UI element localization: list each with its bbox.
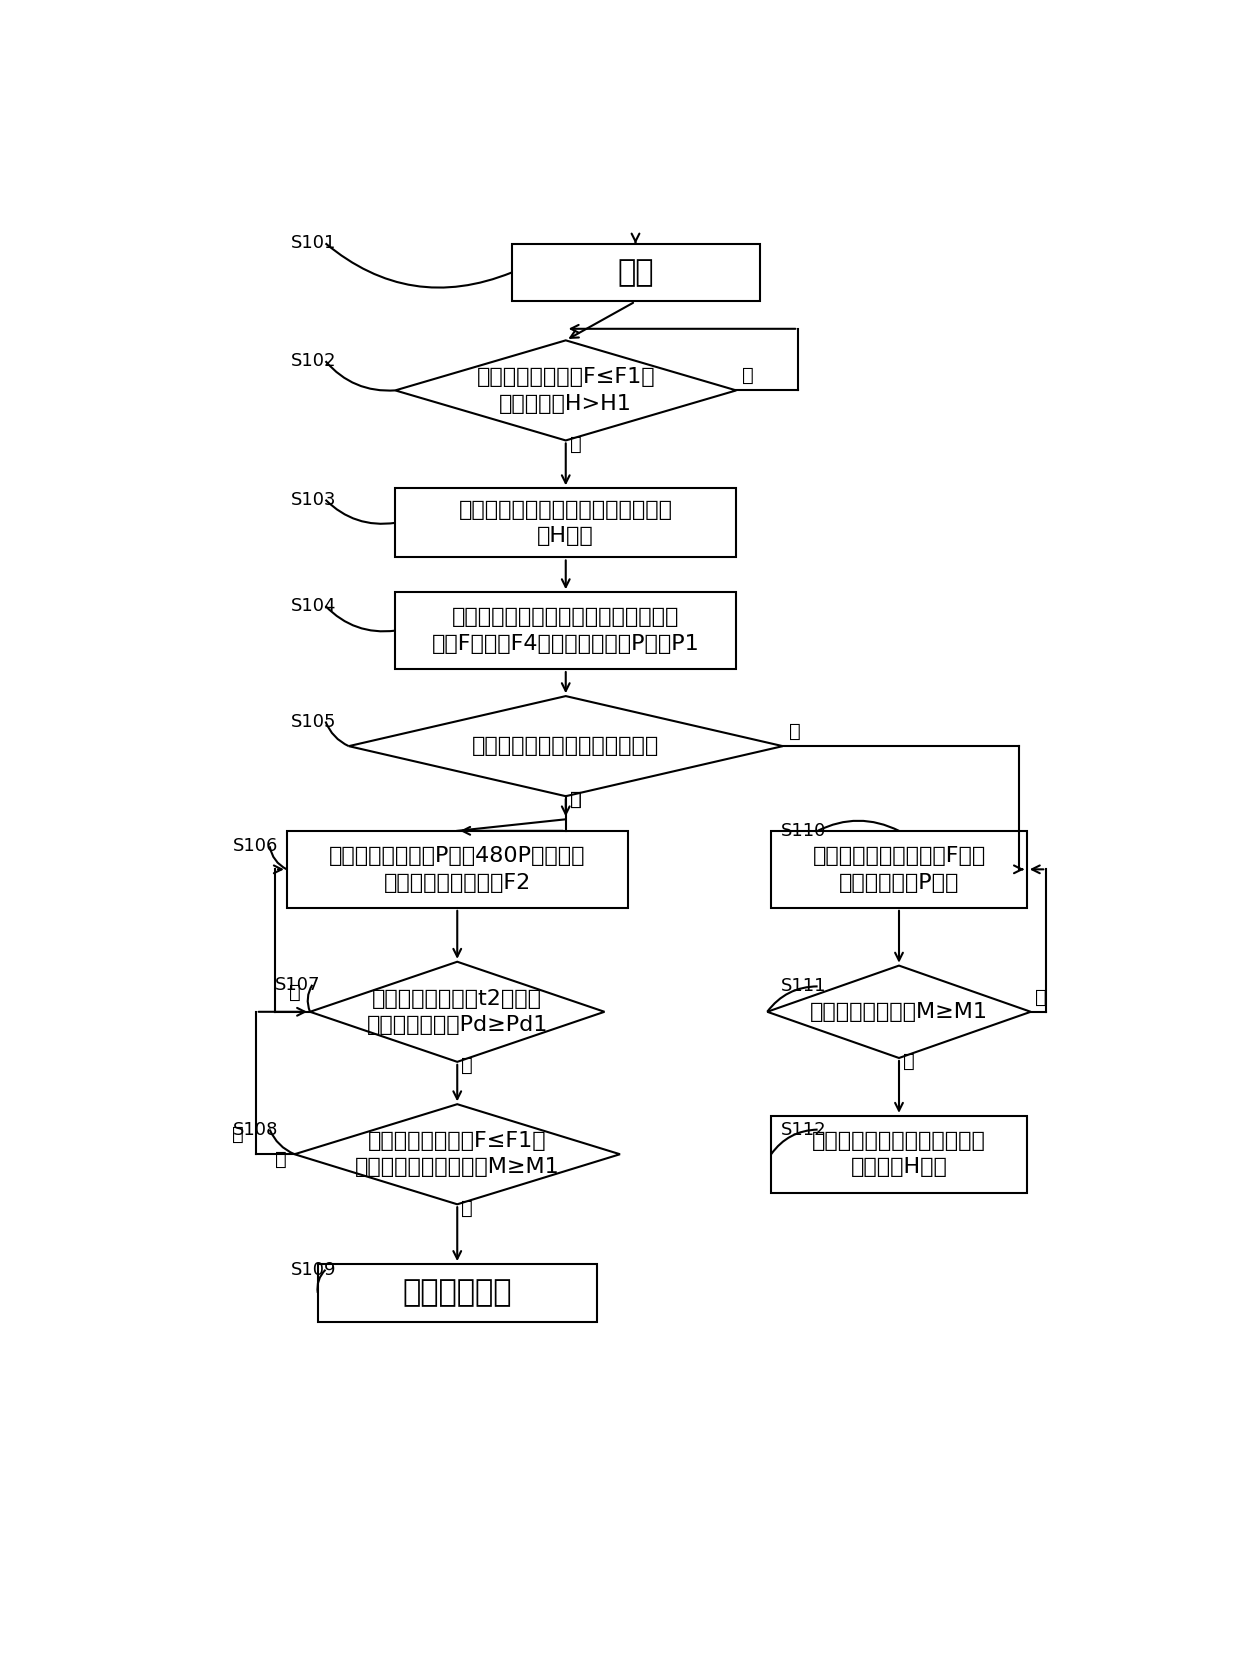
Text: 是: 是 — [569, 791, 582, 809]
Text: S108: S108 — [233, 1120, 278, 1138]
Text: 压缩机的回油时间M≥M1: 压缩机的回油时间M≥M1 — [810, 1002, 988, 1022]
Polygon shape — [396, 341, 737, 440]
Polygon shape — [310, 962, 605, 1062]
Text: 否: 否 — [232, 1125, 244, 1145]
Bar — [396, 592, 737, 670]
Text: 是: 是 — [289, 982, 301, 1002]
Text: 开始: 开始 — [618, 258, 653, 288]
Polygon shape — [295, 1104, 620, 1205]
Polygon shape — [348, 696, 782, 796]
Text: S107: S107 — [275, 976, 321, 994]
Text: 机组是否满足设定温度停机条件: 机组是否满足设定温度停机条件 — [472, 736, 660, 756]
Text: S103: S103 — [290, 490, 336, 509]
Text: 否: 否 — [275, 1150, 286, 1168]
Text: 退出回油过程: 退出回油过程 — [403, 1278, 512, 1308]
Text: 否: 否 — [743, 366, 754, 386]
Text: 退出回油程序，并将压缩机的
运行时间H清零: 退出回油程序，并将压缩机的 运行时间H清零 — [812, 1132, 986, 1177]
Bar — [771, 831, 1027, 907]
Text: 压缩机的运行频率F≤F1，
或者压缩机的回油时间M≥M1: 压缩机的运行频率F≤F1， 或者压缩机的回油时间M≥M1 — [355, 1132, 559, 1177]
Bar — [286, 831, 627, 907]
Text: 否: 否 — [1034, 987, 1047, 1007]
Text: 执行回油程序，并将压缩机的运行时
间H清零: 执行回油程序，并将压缩机的运行时 间H清零 — [459, 500, 673, 547]
Text: 保持当前运行模式，并将压缩机的运行
频率F调节至F4，节流元件开度P调至P1: 保持当前运行模式，并将压缩机的运行 频率F调节至F4，节流元件开度P调至P1 — [432, 607, 699, 653]
Text: 保持压缩机的运行频率F和节
流元件的开度P不变: 保持压缩机的运行频率F和节 流元件的开度P不变 — [812, 846, 986, 892]
Text: S110: S110 — [781, 821, 827, 839]
Text: 否: 否 — [461, 1055, 472, 1075]
Text: S106: S106 — [233, 838, 278, 856]
Text: 是: 是 — [569, 791, 582, 809]
Text: S104: S104 — [290, 597, 336, 615]
Text: S105: S105 — [290, 713, 336, 731]
Text: 压缩机的运行频率F≤F1，
且持续时间H>H1: 压缩机的运行频率F≤F1， 且持续时间H>H1 — [476, 367, 655, 414]
Bar — [511, 244, 759, 301]
Text: 是: 是 — [461, 1198, 472, 1218]
Bar — [396, 489, 737, 557]
Text: 制热模式下，延时t2后，压
缩机的排气压力Pd≥Pd1: 制热模式下，延时t2后，压 缩机的排气压力Pd≥Pd1 — [367, 989, 548, 1035]
Text: S112: S112 — [781, 1120, 827, 1138]
Text: S102: S102 — [290, 352, 336, 371]
Bar — [771, 1115, 1027, 1193]
Text: S101: S101 — [290, 234, 336, 253]
Text: 将节流元件的开度P调至480P，并将压
缩机的运行频率降低F2: 将节流元件的开度P调至480P，并将压 缩机的运行频率降低F2 — [329, 846, 585, 892]
Text: 否: 否 — [789, 721, 801, 741]
Text: S109: S109 — [290, 1261, 336, 1278]
Text: S111: S111 — [781, 977, 827, 996]
Bar — [317, 1265, 596, 1321]
Text: 是: 是 — [569, 435, 582, 454]
Text: 是: 是 — [903, 1052, 915, 1072]
Polygon shape — [768, 966, 1030, 1059]
